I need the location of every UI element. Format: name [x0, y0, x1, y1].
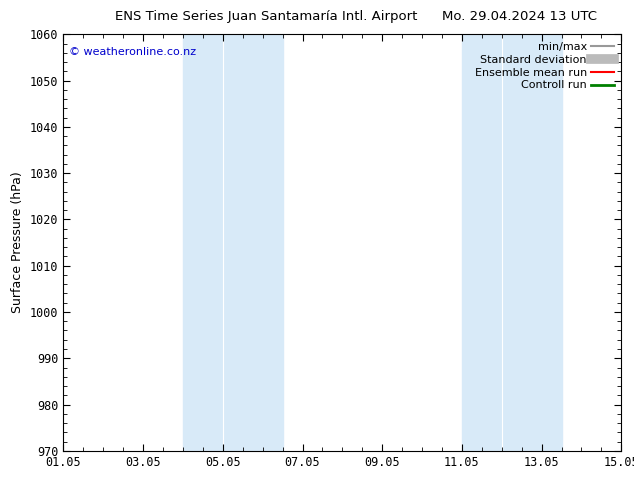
Legend: min/max, Standard deviation, Ensemble mean run, Controll run: min/max, Standard deviation, Ensemble me…	[472, 40, 616, 93]
Bar	[183, 34, 283, 451]
Text: © weatheronline.co.nz: © weatheronline.co.nz	[69, 47, 196, 57]
Text: Mo. 29.04.2024 13 UTC: Mo. 29.04.2024 13 UTC	[443, 10, 597, 23]
Bar	[462, 34, 562, 451]
Y-axis label: Surface Pressure (hPa): Surface Pressure (hPa)	[11, 172, 25, 314]
Text: ENS Time Series Juan Santamaría Intl. Airport: ENS Time Series Juan Santamaría Intl. Ai…	[115, 10, 417, 23]
